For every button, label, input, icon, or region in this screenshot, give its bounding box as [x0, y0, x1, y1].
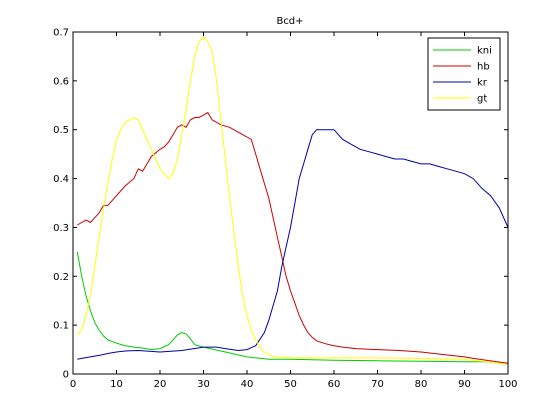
- y-tick-label: 0.3: [53, 223, 69, 234]
- x-tick-label: 0: [70, 379, 76, 390]
- series-line-gt: [76, 36, 509, 365]
- x-tick-label: 100: [498, 379, 517, 390]
- x-tick-label: 70: [371, 379, 384, 390]
- y-tick-label: 0: [63, 370, 69, 381]
- series-layer: [76, 36, 509, 365]
- y-tick-label: 0.5: [53, 125, 69, 136]
- x-tick-label: 30: [197, 379, 210, 390]
- x-tick-label: 20: [154, 379, 167, 390]
- legend-label: kr: [477, 78, 488, 89]
- x-tick-label: 80: [415, 379, 428, 390]
- chart-title: Bcd+: [276, 16, 303, 27]
- x-tick-label: 60: [328, 379, 341, 390]
- x-tick-label: 40: [241, 379, 254, 390]
- series-line-hb: [77, 111, 509, 364]
- series-line-kr: [77, 129, 509, 360]
- y-tick-label: 0.2: [53, 272, 69, 283]
- axis-ticks: 0 10 20 30 40 50 60 70 80 90 100 0 0.1 0.2 0.3 0.4 0.5 0.…: [53, 28, 517, 391]
- y-tick-label: 0.7: [53, 28, 69, 39]
- legend: kni hb kr gt: [427, 37, 501, 111]
- series-line-kni: [76, 251, 509, 365]
- y-tick-label: 0.4: [53, 174, 69, 185]
- legend-label: kni: [477, 46, 492, 57]
- legend-label: hb: [477, 62, 490, 73]
- x-tick-label: 10: [110, 379, 123, 390]
- y-tick-label: 0.6: [53, 76, 69, 87]
- y-tick-label: 0.1: [53, 321, 69, 332]
- x-tick-label: 90: [458, 379, 471, 390]
- legend-label: gt: [477, 94, 487, 105]
- x-tick-label: 50: [284, 379, 297, 390]
